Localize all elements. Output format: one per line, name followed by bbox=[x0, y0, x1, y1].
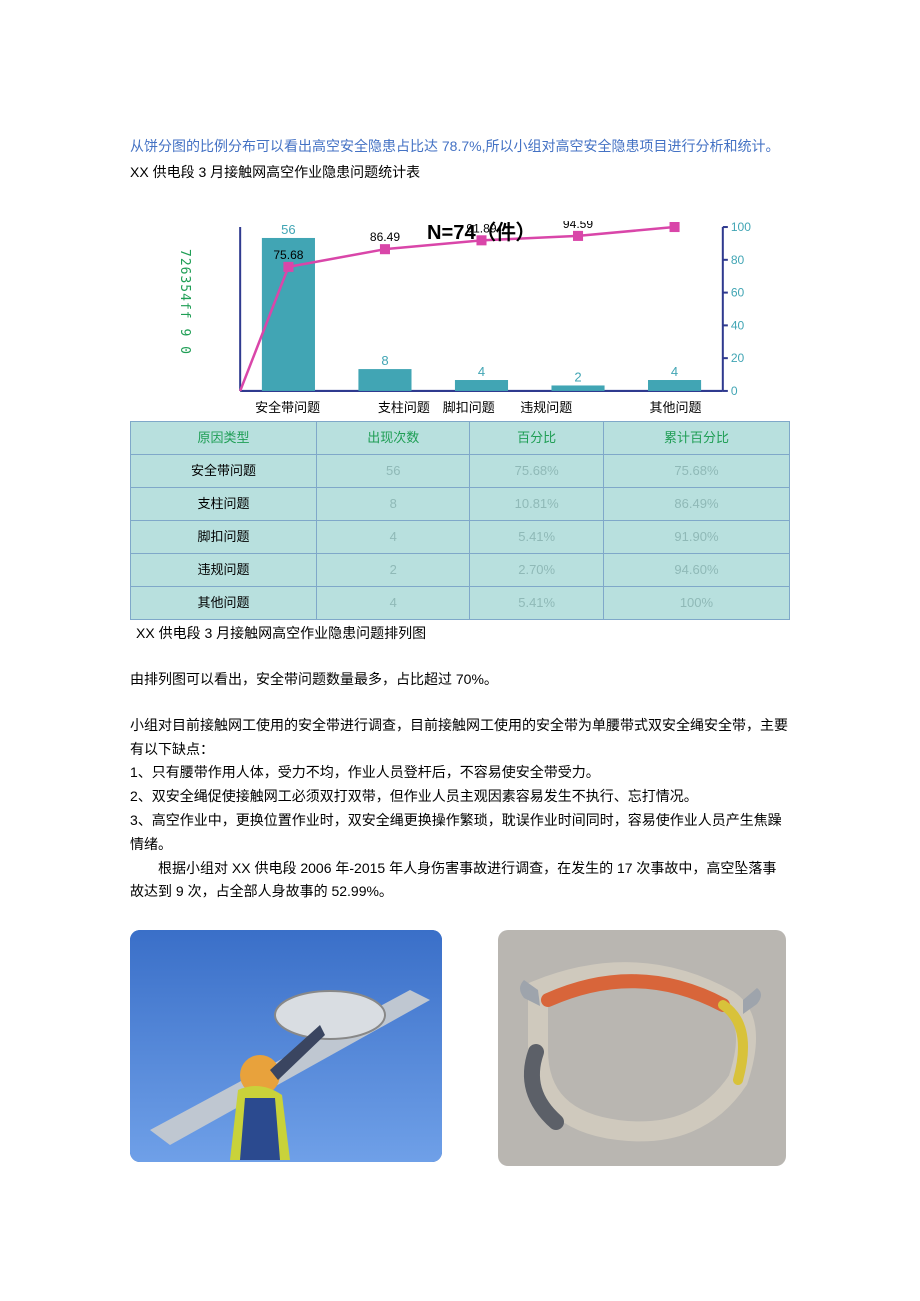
table-cell: 4 bbox=[317, 520, 470, 553]
pareto-caption: XX 供电段 3 月接触网高空作业隐患问题排列图 bbox=[130, 622, 790, 646]
col-header: 累计百分比 bbox=[603, 421, 789, 454]
svg-text:2: 2 bbox=[574, 369, 581, 384]
svg-text:N=74（件）: N=74（件） bbox=[427, 221, 536, 244]
col-header: 出现次数 bbox=[317, 421, 470, 454]
safety-belt-photo bbox=[498, 930, 786, 1166]
svg-text:8: 8 bbox=[381, 353, 388, 368]
table-cell: 安全带问题 bbox=[131, 454, 317, 487]
svg-text:0: 0 bbox=[731, 384, 738, 397]
svg-text:60: 60 bbox=[731, 285, 745, 299]
col-header: 百分比 bbox=[470, 421, 603, 454]
table-cell: 8 bbox=[317, 487, 470, 520]
worker-photo bbox=[130, 930, 442, 1162]
drawback-2: 2、双安全绳促使接触网工必须双打双带，但作业人员主观因素容易发生不执行、忘打情况… bbox=[130, 785, 790, 809]
table-header-row: 原因类型 出现次数 百分比 累计百分比 bbox=[131, 421, 790, 454]
chart-category-axis: 安全带问题 支柱问题 脚扣问题 违规问题 其他问题 bbox=[210, 397, 753, 419]
table-row: 违规问题22.70%94.60% bbox=[131, 553, 790, 586]
cat-label: 其他问题 bbox=[598, 397, 753, 419]
photo-row bbox=[130, 930, 790, 1166]
table-cell: 5.41% bbox=[470, 520, 603, 553]
hazard-stats-table: 原因类型 出现次数 百分比 累计百分比 安全带问题5675.68%75.68%支… bbox=[130, 421, 790, 621]
svg-text:4: 4 bbox=[478, 364, 485, 379]
intro-paragraph: 从饼分图的比例分布可以看出高空安全隐患占比达 78.7%,所以小组对高空安全隐患… bbox=[130, 135, 790, 159]
chart-plot-area: 02040608010056842475.6886.4991.8994.5910… bbox=[210, 221, 753, 395]
table-cell: 100% bbox=[603, 587, 789, 620]
drawback-1: 1、只有腰带作用人体，受力不均，作业人员登杆后，不容易使安全带受力。 bbox=[130, 761, 790, 785]
table-cell: 4 bbox=[317, 587, 470, 620]
svg-text:94.59: 94.59 bbox=[563, 221, 593, 231]
table-cell: 75.68% bbox=[470, 454, 603, 487]
svg-text:20: 20 bbox=[731, 351, 745, 365]
table-cell: 5.41% bbox=[470, 587, 603, 620]
col-header: 原因类型 bbox=[131, 421, 317, 454]
chart-left-axis-label: 726354ff 9 0 bbox=[173, 249, 195, 355]
table-cell: 其他问题 bbox=[131, 587, 317, 620]
table-cell: 违规问题 bbox=[131, 553, 317, 586]
table-cell: 10.81% bbox=[470, 487, 603, 520]
table-row: 支柱问题810.81%86.49% bbox=[131, 487, 790, 520]
svg-text:100: 100 bbox=[731, 221, 751, 234]
drawback-3: 3、高空作业中，更换位置作业时，双安全绳更换操作繁琐，耽误作业时间同时，容易使作… bbox=[130, 809, 790, 857]
table-cell: 75.68% bbox=[603, 454, 789, 487]
cat-label: 安全带问题 bbox=[210, 397, 365, 419]
table-cell: 56 bbox=[317, 454, 470, 487]
svg-text:40: 40 bbox=[731, 318, 745, 332]
svg-text:80: 80 bbox=[731, 252, 745, 266]
svg-text:86.49: 86.49 bbox=[370, 230, 400, 244]
cat-label: 脚扣问题 bbox=[443, 397, 521, 419]
analysis-p2: 小组对目前接触网工使用的安全带进行调查，目前接触网工使用的安全带为单腰带式双安全… bbox=[130, 714, 790, 762]
table-cell: 94.60% bbox=[603, 553, 789, 586]
table-cell: 支柱问题 bbox=[131, 487, 317, 520]
stats-table-title: XX 供电段 3 月接触网高空作业隐患问题统计表 bbox=[130, 161, 790, 185]
svg-text:56: 56 bbox=[281, 222, 296, 237]
table-row: 脚扣问题45.41%91.90% bbox=[131, 520, 790, 553]
table-row: 其他问题45.41%100% bbox=[131, 587, 790, 620]
svg-text:75.68: 75.68 bbox=[273, 247, 303, 261]
table-cell: 2 bbox=[317, 553, 470, 586]
table-cell: 脚扣问题 bbox=[131, 520, 317, 553]
table-row: 安全带问题5675.68%75.68% bbox=[131, 454, 790, 487]
cat-label: 支柱问题 bbox=[365, 397, 443, 419]
accident-stats: 根据小组对 XX 供电段 2006 年-2015 年人身伤害事故进行调查，在发生… bbox=[130, 857, 790, 905]
cat-label: 违规问题 bbox=[520, 397, 598, 419]
pareto-chart: 726354ff 9 0 0 20 40 60 80 100 56 8 4 2 4 75.68 86.4… bbox=[155, 209, 765, 419]
analysis-p1: 由排列图可以看出，安全带问题数量最多，占比超过 70%。 bbox=[130, 668, 790, 692]
table-cell: 91.90% bbox=[603, 520, 789, 553]
svg-text:4: 4 bbox=[671, 364, 678, 379]
table-cell: 86.49% bbox=[603, 487, 789, 520]
table-cell: 2.70% bbox=[470, 553, 603, 586]
svg-text:100.00: 100.00 bbox=[674, 221, 711, 224]
